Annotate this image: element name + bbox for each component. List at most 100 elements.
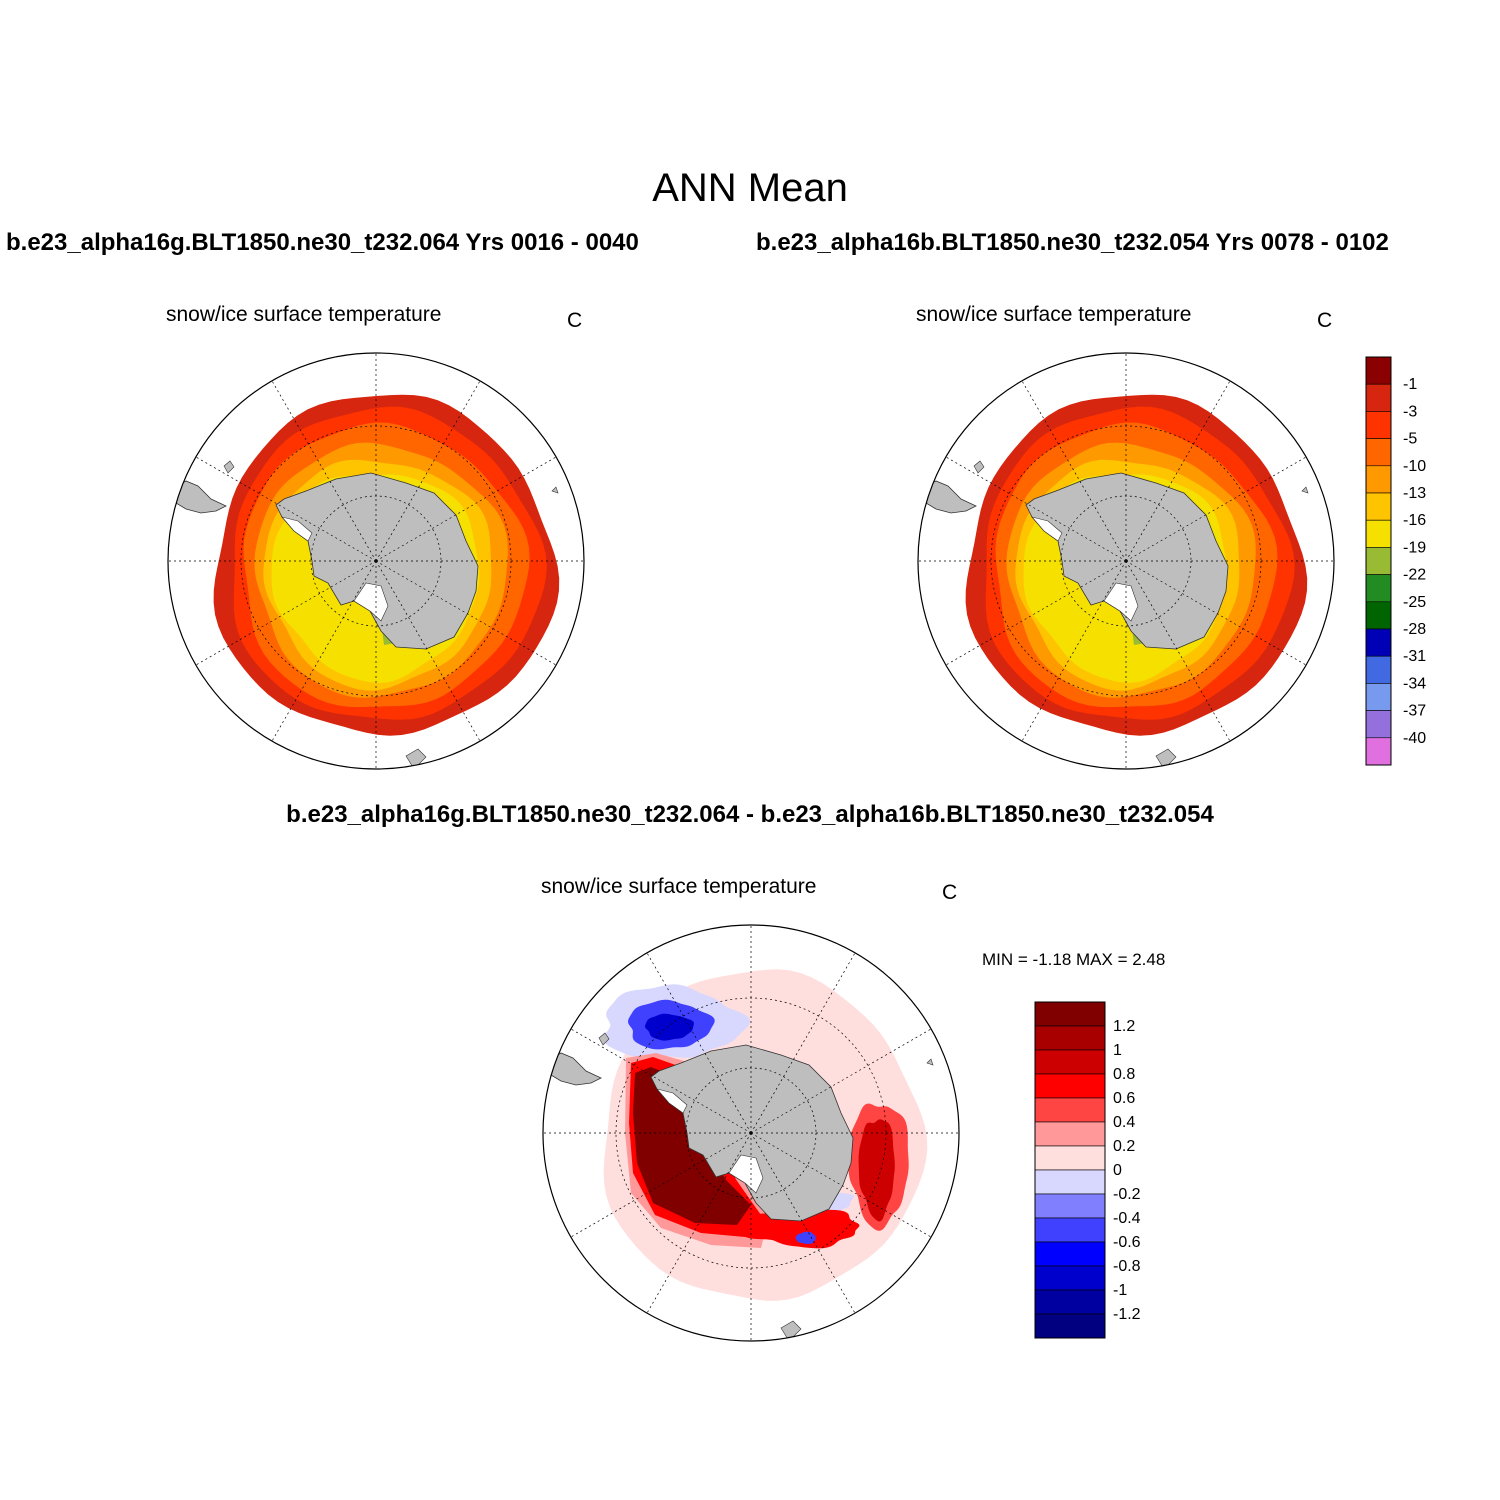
colorbar-diff-swatch-0 <box>1034 1001 1106 1027</box>
map-b-new-zealand <box>1155 748 1177 769</box>
map-a-ross-shelf <box>353 582 389 622</box>
map-a-border <box>167 352 585 770</box>
colorbar-diff-tick-label: 0.6 <box>1113 1090 1135 1107</box>
colorbar-diff-tick-label: -0.2 <box>1113 1186 1141 1203</box>
colorbar-diff-tick-label: -0.6 <box>1113 1234 1141 1251</box>
colorbar-diff-tick-label: -1.2 <box>1113 1306 1141 1323</box>
colorbar-top-tick-label: -37 <box>1403 703 1426 720</box>
colorbar-diff-swatch-2 <box>1034 1049 1106 1075</box>
colorbar-top-tick-label: -1 <box>1403 376 1417 393</box>
min-max-label: MIN = -1.18 MAX = 2.48 <box>982 950 1166 969</box>
map-a-new-zealand <box>405 748 427 769</box>
map-d-border <box>542 924 960 1342</box>
case-b-title: b.e23_alpha16b.BLT1850.ne30_t232.054 Yrs… <box>756 229 1389 256</box>
panel-b-units: C <box>1317 309 1333 332</box>
colorbar-top-frame <box>1365 356 1392 766</box>
colorbar-top-swatch-10 <box>1365 628 1392 657</box>
colorbar-diff-swatch-5 <box>1034 1121 1106 1147</box>
colorbar-top-tick-label: -31 <box>1403 648 1426 665</box>
difference-title: b.e23_alpha16g.BLT1850.ne30_t232.064 - b… <box>286 801 1214 828</box>
colorbar-diff-tick-label: 0.2 <box>1113 1138 1135 1155</box>
colorbar-top-swatch-0 <box>1365 356 1392 385</box>
colorbar-top-tick-label: -16 <box>1403 512 1426 529</box>
map-panel-a <box>167 352 585 770</box>
colorbar-diff-swatch-10 <box>1034 1241 1106 1267</box>
colorbar-top-tick-label: -34 <box>1403 675 1426 692</box>
colorbar-diff-swatch-9 <box>1034 1217 1106 1243</box>
map-a-graticule <box>168 353 584 769</box>
colorbar-top-tick-label: -28 <box>1403 621 1426 638</box>
panel-a-variable: snow/ice surface temperature <box>166 303 442 326</box>
colorbar-top-swatch-9 <box>1365 601 1392 630</box>
map-d-contour-10 <box>736 1209 860 1249</box>
colorbar-top-tick-label: -13 <box>1403 485 1426 502</box>
colorbar-diff-swatch-1 <box>1034 1025 1106 1051</box>
map-b-border <box>917 352 1335 770</box>
colorbar-diff-tick-label: -0.8 <box>1113 1258 1141 1275</box>
map-b-graticule <box>918 353 1334 769</box>
colorbar-diff-tick-label: -0.4 <box>1113 1210 1141 1227</box>
map-d-island-b <box>926 1058 934 1066</box>
map-d-new-zealand <box>780 1320 802 1341</box>
map-a-peninsula-shelf <box>281 516 313 542</box>
colorbar-diff-frame <box>1034 1001 1106 1339</box>
colorbar-top-tick-label: -3 <box>1403 403 1417 420</box>
map-panel-b <box>917 352 1335 770</box>
map-a-south-america <box>170 480 227 514</box>
colorbar-top-tick-label: -5 <box>1403 431 1417 448</box>
panel-diff-units: C <box>942 881 958 904</box>
colorbar-top-tick-label: -10 <box>1403 458 1426 475</box>
map-d-south-america <box>545 1052 602 1086</box>
colorbar-top-swatch-8 <box>1365 574 1392 603</box>
colorbar-diff-swatch-4 <box>1034 1097 1106 1123</box>
map-d-contour-3 <box>645 1013 694 1041</box>
map-d-island-a <box>598 1032 610 1046</box>
colorbar-diff-swatch-12 <box>1034 1289 1106 1315</box>
panel-a-units: C <box>567 309 583 332</box>
map-b-peninsula-shelf <box>1031 516 1063 542</box>
map-b-south-america <box>920 480 977 514</box>
case-a-title: b.e23_alpha16g.BLT1850.ne30_t232.064 Yrs… <box>6 229 639 256</box>
map-a-island-b <box>551 486 559 494</box>
colorbar-top-tick-label: -19 <box>1403 539 1426 556</box>
colorbar-top-tick-label: -22 <box>1403 567 1426 584</box>
colorbar-diff-swatch-3 <box>1034 1073 1106 1099</box>
colorbar-top-tick-label: -25 <box>1403 594 1426 611</box>
colorbar-top-tick-label: -40 <box>1403 730 1426 747</box>
colorbar-top-swatch-5 <box>1365 492 1392 521</box>
map-a-island-a <box>223 460 235 474</box>
colorbar-diff-swatch-11 <box>1034 1265 1106 1291</box>
colorbar-top-swatch-1 <box>1365 383 1392 412</box>
map-d-ross-shelf <box>728 1154 764 1194</box>
panel-diff-variable: snow/ice surface temperature <box>541 875 817 898</box>
colorbar-top-swatch-13 <box>1365 710 1392 739</box>
colorbar-diff-tick-label: 0.8 <box>1113 1066 1135 1083</box>
map-b-ross-shelf <box>1103 582 1139 622</box>
colorbar-diff-tick-label: -1 <box>1113 1282 1127 1299</box>
colorbar-diff-tick-label: 1 <box>1113 1042 1122 1059</box>
colorbar-top-swatch-12 <box>1365 683 1392 711</box>
map-d-contour-12 <box>795 1231 816 1244</box>
colorbar-top-swatch-4 <box>1365 465 1392 494</box>
panel-b-variable: snow/ice surface temperature <box>916 303 1192 326</box>
colorbar-top-swatch-11 <box>1365 655 1392 684</box>
colorbar-diff-tick-label: 1.2 <box>1113 1018 1135 1035</box>
colorbar-diff-swatch-8 <box>1034 1193 1106 1219</box>
map-d-graticule <box>543 925 959 1341</box>
colorbar-diff-tick-label: 0.4 <box>1113 1114 1135 1131</box>
colorbar-difference: 1.2 1 0.8 0.6 0.4 0.2 0 -0.2 -0.4 -0.6 -0.8 -1 -1.2 <box>1034 1001 1141 1339</box>
colorbar-top-swatch-6 <box>1365 519 1392 548</box>
page-title: ANN Mean <box>652 166 848 210</box>
colorbar-top-swatch-2 <box>1365 411 1392 439</box>
map-b-island-b <box>1301 486 1309 494</box>
colorbar-diff-swatch-13 <box>1034 1313 1106 1339</box>
colorbar-top-swatch-14 <box>1365 737 1392 766</box>
map-b-island-a <box>973 460 985 474</box>
colorbar-top-swatch-7 <box>1365 547 1392 575</box>
colorbar-diff-tick-label: 0 <box>1113 1162 1122 1179</box>
map-panel-diff <box>542 924 960 1342</box>
map-d-peninsula-shelf <box>656 1088 688 1114</box>
colorbar-temperature: -1 -3 -5 -10 -13 -16 -19 -22 -25 -28 -31 -34 -37 -40 <box>1365 356 1426 766</box>
colorbar-diff-swatch-7 <box>1034 1169 1106 1195</box>
colorbar-top-swatch-3 <box>1365 438 1392 467</box>
